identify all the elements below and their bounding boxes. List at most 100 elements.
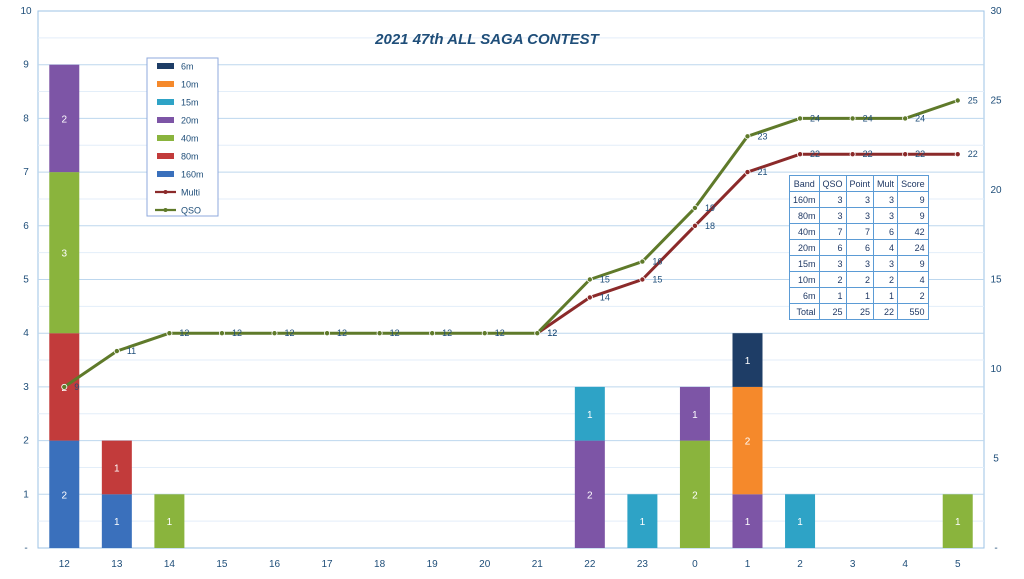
score-table-cell: 4 bbox=[897, 271, 929, 288]
y2-tick-label: 5 bbox=[993, 454, 999, 465]
y-tick-label: 4 bbox=[23, 328, 29, 339]
x-tick-label: 19 bbox=[427, 559, 439, 570]
score-table-cell: 3 bbox=[873, 207, 899, 224]
point-label-QSO: 12 bbox=[337, 328, 347, 338]
point-label-Multi: 22 bbox=[810, 149, 820, 159]
score-table-cell: 3 bbox=[873, 255, 899, 272]
point-QSO bbox=[218, 330, 225, 337]
legend-swatch-160m bbox=[157, 171, 174, 177]
point-QSO bbox=[61, 383, 68, 390]
point-QSO bbox=[429, 330, 436, 337]
point-label-Multi: 22 bbox=[968, 149, 978, 159]
point-label-QSO: 24 bbox=[915, 113, 925, 123]
legend-label-20m: 20m bbox=[181, 116, 199, 126]
point-label-QSO: 16 bbox=[652, 257, 662, 267]
y2-tick-label: 10 bbox=[990, 364, 1002, 375]
legend: 6m 10m 15m 20m 40m 80m 160m Multi QSO bbox=[146, 57, 219, 217]
point-label-Multi: 21 bbox=[758, 167, 768, 177]
point-label-Multi: 14 bbox=[600, 292, 610, 302]
point-QSO bbox=[324, 330, 331, 337]
point-Multi bbox=[902, 151, 909, 158]
legend-swatch-10m bbox=[157, 81, 174, 87]
point-Multi bbox=[797, 151, 804, 158]
legend-swatch-40m bbox=[157, 135, 174, 141]
x-tick-label: 5 bbox=[955, 559, 961, 570]
score-table-cell: 3 bbox=[873, 191, 899, 208]
score-table: Band QSO Point Mult Score 160m 3 3 3 9 80m 3 3 3 9 40m… bbox=[789, 175, 929, 320]
score-table-cell: 1 bbox=[873, 287, 899, 304]
point-label-QSO: 25 bbox=[968, 96, 978, 106]
point-QSO bbox=[113, 348, 120, 355]
point-label-QSO: 9 bbox=[74, 382, 79, 392]
bar-segment-20m bbox=[679, 386, 710, 441]
bar-segment-6m bbox=[732, 333, 763, 387]
score-table-cell: 3 bbox=[845, 207, 875, 224]
legend-label-10m: 10m bbox=[181, 80, 199, 90]
legend-marker-Multi bbox=[163, 190, 168, 194]
point-QSO bbox=[744, 133, 751, 140]
score-table-row: 6m 1 1 1 2 bbox=[789, 287, 929, 304]
score-table-cell: 40m bbox=[789, 223, 820, 240]
x-tick-label: 23 bbox=[637, 559, 649, 570]
score-table-cell: 1 bbox=[818, 287, 847, 304]
bar-value-label: 1 bbox=[114, 517, 120, 528]
score-table-cell: 9 bbox=[897, 207, 929, 224]
y-tick-label: 9 bbox=[23, 60, 29, 71]
score-table-cell: 3 bbox=[818, 191, 847, 208]
y-tick-label: 5 bbox=[23, 275, 29, 286]
bar-segment-20m bbox=[732, 494, 763, 548]
line-QSO bbox=[63, 99, 959, 389]
bar-value-label: 2 bbox=[61, 114, 67, 125]
point-label-Multi: 22 bbox=[863, 149, 873, 159]
bar-segment-160m bbox=[101, 494, 132, 548]
score-table-cell: Total bbox=[789, 303, 820, 320]
score-table-cell: 3 bbox=[845, 255, 875, 272]
y-axis: - 1 2 3 4 5 6 7 8 9 10 bbox=[20, 6, 32, 554]
point-Multi bbox=[586, 294, 593, 301]
bar-segment-20m bbox=[49, 64, 80, 173]
score-table-cell: 550 bbox=[897, 303, 929, 320]
bar-value-label: 2 bbox=[587, 490, 593, 501]
point-label-QSO: 11 bbox=[127, 346, 136, 356]
y2-tick-label: 30 bbox=[990, 6, 1002, 17]
point-Multi bbox=[954, 151, 961, 158]
y-tick-label: 1 bbox=[23, 489, 29, 500]
point-Multi bbox=[744, 169, 751, 176]
bar-segment-15m bbox=[574, 386, 605, 441]
bar-segment-80m bbox=[101, 440, 132, 495]
score-table-header-cell: Band bbox=[789, 175, 820, 192]
score-table-header: Band QSO Point Mult Score bbox=[789, 175, 929, 192]
x-tick-label: 17 bbox=[321, 559, 333, 570]
point-label-QSO: 12 bbox=[547, 328, 557, 338]
bar-value-label: 1 bbox=[167, 517, 173, 528]
score-table-cell: 160m bbox=[789, 191, 820, 208]
bar-segment-40m bbox=[154, 494, 185, 548]
bar-value-label: 1 bbox=[114, 463, 120, 474]
bar-segment-15m bbox=[785, 494, 816, 548]
point-QSO bbox=[166, 330, 173, 337]
point-QSO bbox=[691, 204, 698, 211]
score-table-cell: 7 bbox=[818, 223, 847, 240]
point-label-QSO: 12 bbox=[390, 328, 400, 338]
legend-marker-QSO bbox=[163, 208, 168, 212]
score-table-header-cell: Mult bbox=[873, 175, 899, 192]
score-table-cell: 25 bbox=[845, 303, 875, 320]
point-label-QSO: 12 bbox=[285, 328, 295, 338]
legend-swatch-6m bbox=[157, 63, 174, 69]
legend-label-160m: 160m bbox=[181, 170, 204, 180]
point-label-QSO: 12 bbox=[442, 328, 452, 338]
score-table-cell: 4 bbox=[873, 239, 899, 256]
bar-segment-40m bbox=[942, 494, 973, 548]
point-QSO bbox=[639, 258, 646, 265]
legend-swatch-15m bbox=[157, 99, 174, 105]
bar-value-label: 2 bbox=[61, 490, 67, 501]
point-label-QSO: 24 bbox=[863, 113, 873, 123]
score-table-cell: 2 bbox=[818, 271, 847, 288]
bar-segment-15m bbox=[627, 494, 658, 548]
x-tick-label: 12 bbox=[59, 559, 71, 570]
score-table-row: 15m 3 3 3 9 bbox=[789, 255, 929, 272]
score-table-cell: 2 bbox=[897, 287, 929, 304]
y2-tick-label: 20 bbox=[990, 185, 1002, 196]
x-tick-label: 13 bbox=[111, 559, 123, 570]
score-table-cell: 6m bbox=[789, 287, 820, 304]
